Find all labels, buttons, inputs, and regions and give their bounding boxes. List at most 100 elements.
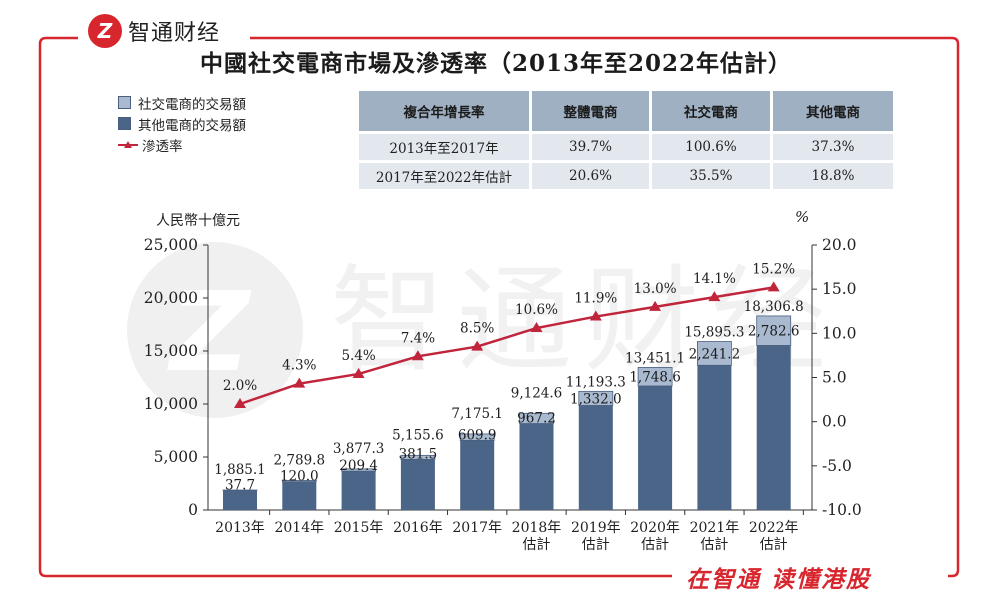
legend-swatch-penetration [118, 139, 138, 151]
bar-other [578, 405, 613, 510]
bar-social [400, 454, 436, 460]
bar-other [460, 440, 495, 510]
x-tick-label: 2022年 [749, 520, 799, 536]
bar-other [341, 471, 376, 510]
penetration-point [352, 367, 365, 378]
x-tick-label: 估計 [700, 537, 728, 553]
brand-name: 智通财经 [128, 21, 221, 46]
bar-total-label: 5,155.6 [392, 427, 444, 443]
bar-other [282, 481, 317, 510]
bar-social-label: 120.0 [280, 469, 319, 485]
bar-social-label: 1,748.6 [629, 370, 681, 386]
bar-social-label: 609.9 [458, 427, 497, 443]
x-tick-label: 估計 [523, 537, 551, 553]
y-tick-label-right: -5.0 [822, 457, 852, 475]
cagr-cell: 18.8% [773, 163, 893, 189]
y-tick-label-left: 15,000 [144, 342, 198, 360]
watermark-logo-text: Z [167, 268, 252, 396]
x-tick-label: 2018年 [512, 520, 562, 536]
y-tick-label-right: 20.0 [822, 236, 857, 254]
bar-social [756, 315, 792, 346]
bar-other [223, 490, 257, 510]
bar-other [519, 423, 554, 510]
legend-swatch-other [118, 117, 131, 130]
y-tick-label-right: 10.0 [822, 324, 857, 342]
penetration-point [649, 300, 662, 311]
x-tick-label: 估計 [641, 537, 669, 553]
cagr-header-row: 複合年增長率 整體電商 社交電商 其他電商 [359, 91, 893, 131]
bar-total-label: 9,124.6 [511, 385, 563, 401]
penetration-point [471, 340, 484, 351]
penetration-label: 11.9% [574, 291, 617, 307]
watermark: Z 智通财经 [127, 242, 826, 418]
x-tick-label: 2013年 [215, 520, 265, 536]
y-tick-label-right: 5.0 [822, 369, 847, 387]
bar-social [341, 468, 377, 472]
bar-social-label: 381.5 [399, 446, 438, 462]
y-tick-label-left: 5,000 [154, 448, 198, 466]
penetration-point [411, 350, 424, 361]
penetration-point [293, 377, 306, 388]
penetration-label: 14.1% [693, 271, 736, 287]
bar-social-label: 209.4 [339, 458, 378, 474]
penetration-label: 13.0% [634, 281, 677, 297]
chart-title: 中國社交電商市場及滲透率（2013年至2022年估計） [200, 50, 793, 77]
x-tick-label: 2016年 [393, 520, 443, 536]
bar-total-label: 15,895.3 [684, 325, 744, 341]
bar-social [578, 390, 614, 406]
cagr-cell: 2017年至2022年估計 [359, 163, 529, 189]
penetration-label: 2.0% [223, 378, 257, 394]
y-tick-label-left: 20,000 [144, 289, 198, 307]
penetration-point [708, 291, 721, 302]
x-tick-label: 2015年 [334, 520, 384, 536]
legend: 社交電商的交易額 其他電商的交易額 滲透率 [118, 92, 246, 155]
cagr-header: 整體電商 [532, 91, 649, 131]
cagr-cell: 37.3% [773, 134, 893, 160]
y-tick-label-right: 0.0 [822, 413, 847, 431]
legend-item-other: 其他電商的交易額 [118, 113, 246, 134]
x-tick-label: 2021年 [690, 520, 740, 536]
brand-logo-icon: Z [88, 14, 122, 48]
penetration-point [767, 281, 780, 292]
cagr-table: 複合年增長率 整體電商 社交電商 其他電商 2013年至2017年 39.7% … [356, 88, 896, 192]
bar-total-label: 18,306.8 [744, 299, 804, 315]
bar-other [638, 385, 673, 510]
penetration-line [239, 286, 774, 406]
penetration-label: 10.6% [515, 302, 558, 318]
y-tick-label-left: 10,000 [144, 395, 198, 413]
bar-social [519, 412, 554, 424]
bar-other [697, 365, 732, 510]
x-tick-label: 2017年 [452, 520, 502, 536]
bar-total-label: 2,789.8 [274, 452, 326, 468]
bar-social [697, 341, 732, 366]
cagr-row: 2013年至2017年 39.7% 100.6% 37.3% [359, 134, 893, 160]
cagr-cell: 35.5% [652, 163, 770, 189]
bar-social-label: 2,782.6 [748, 324, 800, 340]
x-tick-label: 估計 [582, 537, 610, 553]
legend-label-other: 其他電商的交易額 [138, 117, 246, 134]
cagr-cell: 39.7% [532, 134, 649, 160]
legend-item-penetration: 滲透率 [118, 134, 246, 155]
bar-total-label: 11,193.3 [566, 374, 626, 390]
penetration-point [530, 322, 543, 333]
bar-social-label: 2,241.2 [689, 346, 741, 362]
penetration-label: 8.5% [460, 321, 494, 337]
y-tick-label-left: 25,000 [144, 236, 198, 254]
bar-total-label: 13,451.1 [625, 350, 685, 366]
penetration-label: 15.2% [752, 261, 795, 277]
legend-swatch-social [118, 96, 131, 109]
cagr-header: 社交電商 [652, 91, 770, 131]
bar-social-label: 1,332.0 [570, 391, 622, 407]
penetration-label: 4.3% [282, 358, 316, 374]
y-tick-label-right: 15.0 [822, 280, 857, 298]
penetration-point [234, 398, 246, 408]
x-tick-label: 2014年 [274, 520, 324, 536]
bar-social [281, 480, 317, 483]
y-axis-label-left: 人民幣十億元 [156, 213, 240, 229]
bar-social-label: 37.7 [225, 477, 255, 493]
bar-social [459, 433, 495, 441]
y-axis-label-right: % [795, 208, 810, 226]
x-tick-label: 2020年 [630, 520, 680, 536]
legend-label-penetration: 滲透率 [142, 138, 183, 155]
